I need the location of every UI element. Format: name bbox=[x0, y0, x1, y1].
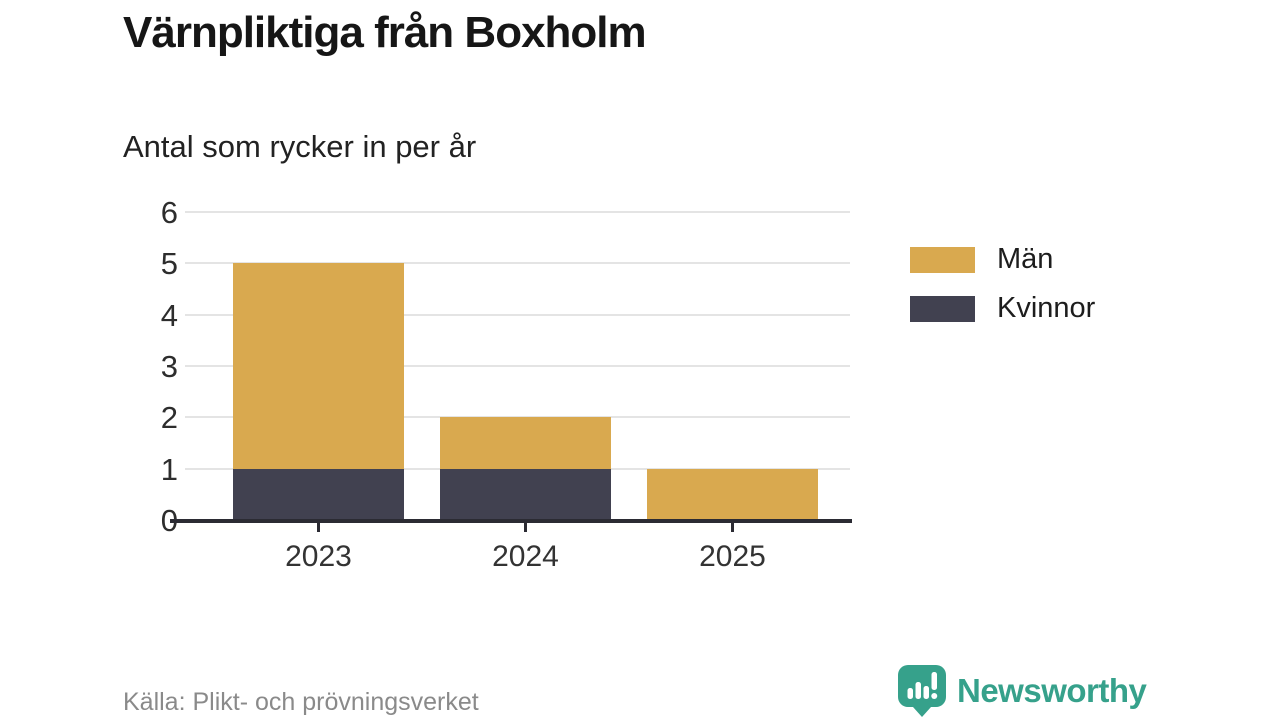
y-axis-tick-label: 2 bbox=[160, 400, 178, 436]
x-axis-line bbox=[170, 519, 852, 523]
newsworthy-wordmark: Newsworthy bbox=[957, 672, 1147, 709]
chart-title: Värnpliktiga från Boxholm bbox=[123, 8, 647, 57]
gridline-4 bbox=[185, 313, 850, 316]
newsworthy-logo: Newsworthy bbox=[897, 664, 1147, 718]
y-axis-tick-label: 0 bbox=[118, 505, 178, 536]
chart-subtitle: Antal som rycker in per år bbox=[123, 129, 477, 164]
gridline-5 bbox=[185, 262, 850, 265]
gridline-3 bbox=[185, 365, 850, 367]
x-axis-tick-label: 2025 bbox=[699, 540, 766, 573]
legend-label: Kvinnor bbox=[997, 292, 1096, 324]
x-axis-tick-label: 2023 bbox=[285, 540, 352, 573]
bar-segment-2024-män bbox=[440, 417, 611, 469]
legend-swatch bbox=[910, 246, 975, 273]
bar-segment-2023-män bbox=[233, 263, 404, 469]
bar-segment-2023-kvinnor bbox=[233, 468, 404, 520]
x-axis-tick bbox=[317, 523, 320, 532]
newsworthy-bubble-icon bbox=[897, 664, 947, 718]
gridline-6 bbox=[185, 211, 850, 213]
x-axis-tick bbox=[731, 523, 734, 532]
legend-item-kvinnor: Kvinnor bbox=[910, 294, 1095, 323]
legend-item-män: Män bbox=[910, 245, 1095, 274]
y-axis-tick-label: 4 bbox=[160, 297, 178, 333]
chart-legend: Män Kvinnor bbox=[910, 245, 1095, 323]
legend-swatch bbox=[910, 295, 975, 322]
bar-segment-2025-män bbox=[647, 468, 818, 520]
y-axis-tick-label: 3 bbox=[160, 349, 178, 384]
y-axis-tick-label: 6 bbox=[160, 195, 178, 230]
source-caption: Källa: Plikt- och prövningsverket bbox=[123, 688, 479, 716]
x-axis-tick-label: 2024 bbox=[492, 540, 559, 573]
y-axis-tick-label: 1 bbox=[160, 451, 178, 487]
bar-segment-2024-kvinnor bbox=[440, 468, 611, 520]
x-axis-tick bbox=[524, 523, 527, 532]
legend-label: Män bbox=[997, 243, 1054, 275]
y-axis-tick-label: 5 bbox=[160, 246, 178, 282]
